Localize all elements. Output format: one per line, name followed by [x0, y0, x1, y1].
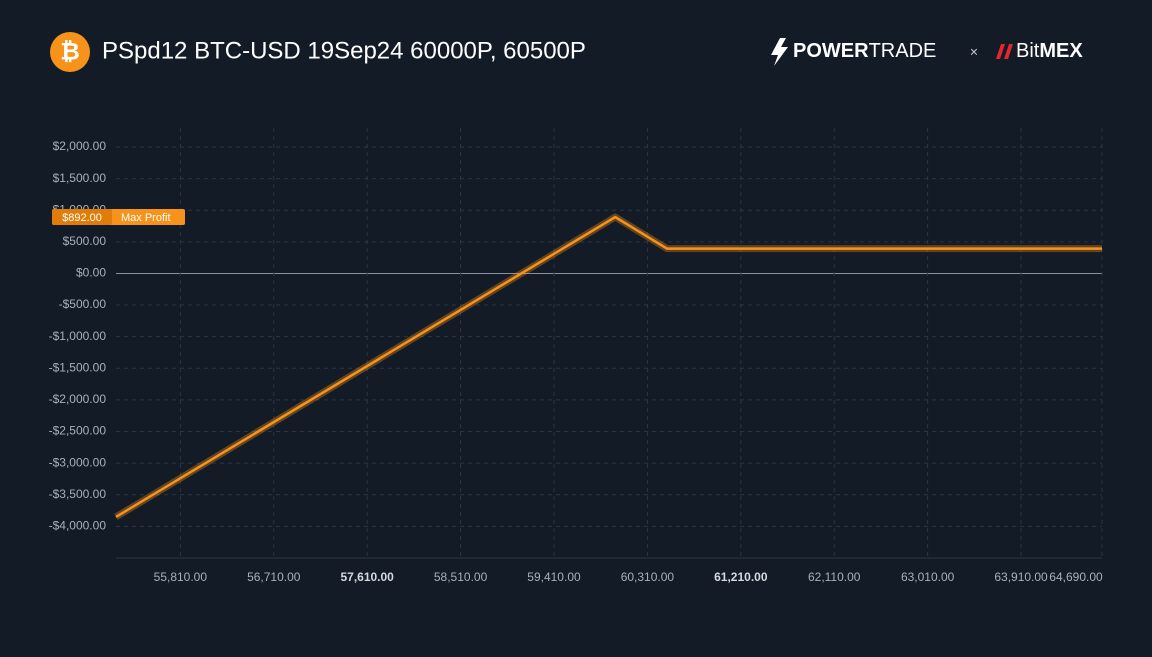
y-tick-label: $2,000.00	[53, 139, 107, 153]
y-tick-label: $0.00	[76, 266, 106, 280]
max-profit-label: Max Profit	[121, 212, 171, 224]
brand-part: MEX	[1039, 40, 1083, 62]
x-tick-label: 62,110.00	[808, 570, 861, 584]
y-tick-label: -$3,500.00	[49, 487, 107, 501]
x-tick-label: 64,690.00	[1049, 570, 1103, 584]
y-tick-label: $1,500.00	[53, 171, 107, 185]
y-tick-label: -$500.00	[59, 297, 107, 311]
max-profit-tag-value	[52, 209, 112, 226]
y-tick-label: $500.00	[63, 234, 107, 248]
brand-part: TRADE	[869, 40, 937, 62]
y-tick-label: -$1,500.00	[49, 360, 107, 374]
x-tick-label: 63,010.00	[901, 570, 955, 584]
payoff-line	[115, 215, 1102, 518]
powertrade-bolt	[771, 38, 788, 66]
max-profit-value: $892.00	[62, 212, 102, 224]
y-tick-label: -$4,000.00	[49, 519, 107, 533]
coin-icon	[50, 32, 90, 72]
brand-part: POWER	[793, 40, 869, 62]
coin-glyph: ₿	[60, 38, 80, 65]
y-tick-label: -$2,000.00	[49, 392, 107, 406]
x-tick-label: 57,610.00	[340, 570, 394, 584]
x-tick-label: 58,510.00	[434, 570, 488, 584]
x-tick-label: 61,210.00	[714, 570, 768, 584]
brand-bitmex: BitMEX	[1016, 40, 1083, 62]
x-tick-label: 63,910.00	[994, 570, 1048, 584]
x-tick-label: 59,410.00	[527, 570, 581, 584]
y-tick-label: -$3,000.00	[49, 455, 107, 469]
y-tick-label: -$1,000.00	[49, 329, 107, 343]
x-tick-label: 56,710.00	[247, 570, 301, 584]
page-title: PSpd12 BTC-USD 19Sep24 60000P, 60500P	[102, 37, 586, 64]
bitmex-icon	[996, 44, 1013, 59]
x-tick-label: 55,810.00	[154, 570, 208, 584]
brand-separator: ×	[970, 44, 978, 60]
y-tick-label: -$2,500.00	[49, 424, 107, 438]
brand-part: Bit	[1016, 40, 1040, 62]
payoff-glow	[114, 213, 1102, 520]
x-tick-label: 60,310.00	[621, 570, 675, 584]
brand-powertrade: POWERTRADE	[793, 40, 936, 62]
